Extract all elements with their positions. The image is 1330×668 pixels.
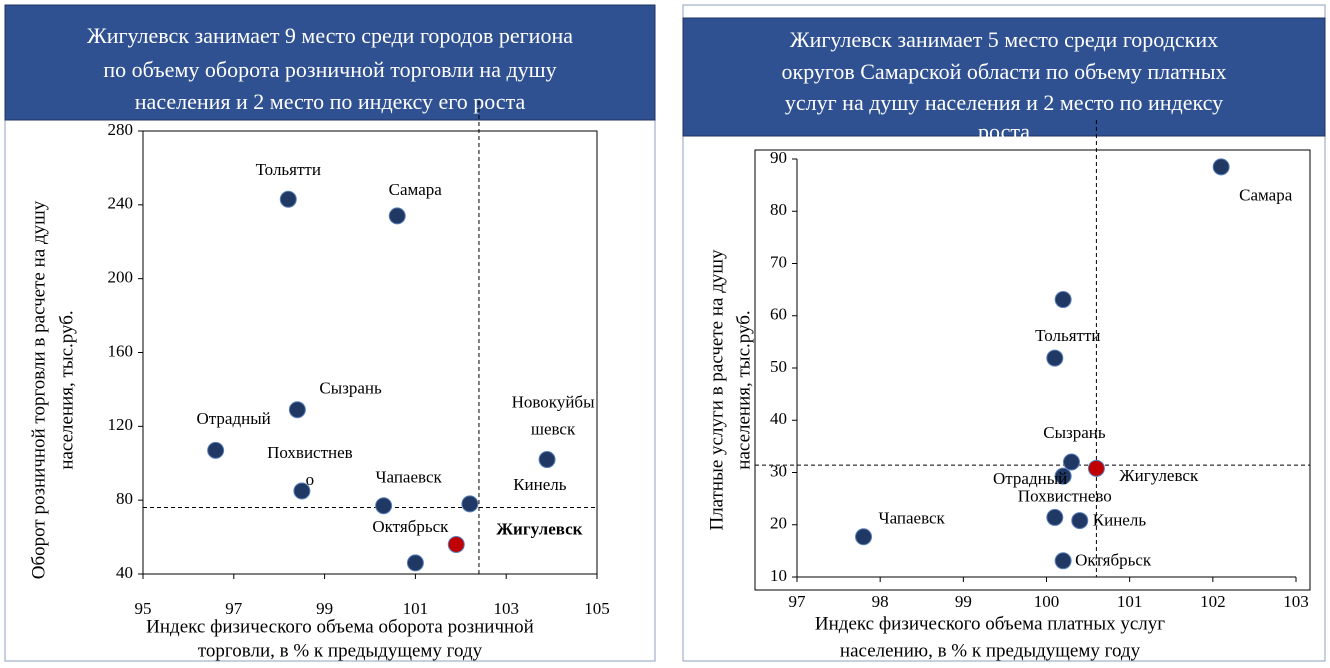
y-tick-label: 120: [108, 415, 134, 434]
point-label: Отрадный: [197, 409, 271, 428]
point-label: Чапаевск: [375, 468, 442, 487]
x-axis-label: торговли, в % к предыдущему году: [198, 640, 483, 661]
point: [1087, 459, 1105, 477]
x-tick-label: 101: [403, 599, 429, 618]
y-tick-label: 40: [770, 409, 787, 428]
x-tick-label: 103: [493, 599, 519, 618]
y-tick-label: 70: [770, 252, 787, 271]
y-tick-label: 10: [770, 566, 787, 585]
y-tick-label: 200: [108, 268, 134, 287]
point-label: Октябрьск: [372, 517, 449, 536]
point-label: Чапаевск: [879, 509, 946, 528]
point-label: Сызрань: [1043, 423, 1106, 442]
point-label: Похвистнево: [1018, 486, 1112, 505]
title-line: по объему оборота розничной торговли на …: [103, 57, 556, 82]
y-axis-label: населения, тыс.руб.: [56, 310, 77, 469]
point-label: Кинель: [1093, 510, 1147, 529]
point-label: о: [306, 470, 315, 489]
point: [1062, 453, 1080, 471]
point: [293, 482, 311, 500]
x-tick-label: 98: [872, 592, 889, 611]
x-axis-label: населению, в % к предыдущему году: [840, 640, 1141, 661]
title-line: услуг на душу населения и 2 место по инд…: [785, 90, 1223, 115]
point: [406, 554, 424, 572]
y-tick-label: 90: [770, 148, 787, 167]
point-label: Новокуйбы: [512, 392, 595, 411]
y-tick-label: 40: [116, 563, 133, 582]
y-tick-label: 50: [770, 357, 787, 376]
y-tick-label: 60: [770, 305, 787, 324]
point-label: Самара: [1239, 186, 1293, 205]
x-tick-label: 102: [1200, 592, 1226, 611]
point: [1054, 291, 1072, 309]
point-label: Октябрьск: [1075, 551, 1152, 570]
point-label: Отрадный: [993, 469, 1067, 488]
point-label: Тольятти: [1035, 326, 1100, 345]
point-label: шевск: [531, 419, 576, 438]
y-axis-label: Платные услуги в расчете на душу: [706, 249, 727, 531]
x-axis-label: Индекс физического объема платных услуг: [815, 613, 1165, 634]
y-tick-label: 280: [108, 120, 134, 139]
x-tick-label: 100: [1034, 592, 1060, 611]
title-line: населения и 2 место по индексу его роста: [135, 89, 526, 114]
point: [855, 528, 873, 546]
x-tick-label: 95: [135, 599, 152, 618]
x-tick-label: 101: [1117, 592, 1143, 611]
point-label: Похвистнев: [267, 443, 353, 462]
y-tick-label: 240: [108, 194, 134, 213]
x-tick-label: 97: [225, 599, 243, 618]
y-tick-label: 80: [770, 200, 787, 219]
x-tick-label: 99: [955, 592, 972, 611]
title-box: [682, 17, 1326, 137]
point-label: Кинель: [513, 475, 567, 494]
point: [447, 535, 465, 553]
point: [1054, 552, 1072, 570]
y-tick-label: 160: [108, 341, 134, 360]
point: [1046, 508, 1064, 526]
point: [1046, 349, 1064, 367]
x-axis-label: Индекс физического объема оборота рознич…: [146, 616, 534, 637]
point: [1054, 467, 1072, 485]
x-tick-label: 97: [789, 592, 807, 611]
point: [1071, 512, 1089, 530]
point: [207, 441, 225, 459]
x-tick-label: 99: [316, 599, 333, 618]
plot-area: [142, 130, 598, 575]
point-label: Самара: [389, 180, 443, 199]
point-label: Тольятти: [256, 160, 321, 179]
y-tick-label: 30: [770, 461, 787, 480]
plot-area: [754, 149, 1311, 591]
y-tick-label: 80: [116, 489, 133, 508]
title-line: Жигулевск занимает 5 место среди городск…: [790, 27, 1218, 52]
title-box: [4, 4, 656, 121]
point-label: Сызрань: [319, 379, 382, 398]
point-label: Жигулевск: [496, 519, 582, 538]
title-line: округов Самарской области по объему плат…: [782, 59, 1227, 84]
y-axis-label: населения, тыс.руб.: [733, 310, 754, 469]
point-label: Жигулевск: [1119, 466, 1199, 485]
point: [1212, 158, 1230, 176]
point: [375, 497, 393, 515]
point: [288, 401, 306, 419]
y-tick-label: 20: [770, 514, 787, 533]
title-line: роста: [978, 119, 1030, 144]
x-tick-label: 103: [1283, 592, 1309, 611]
x-tick-label: 105: [584, 599, 610, 618]
point: [461, 495, 479, 513]
point: [388, 207, 406, 225]
point: [279, 190, 297, 208]
y-axis-label: Оборот розничной торговли в расчете на д…: [28, 200, 49, 579]
title-line: Жигулевск занимает 9 место среди городов…: [87, 23, 573, 48]
point: [538, 451, 556, 469]
